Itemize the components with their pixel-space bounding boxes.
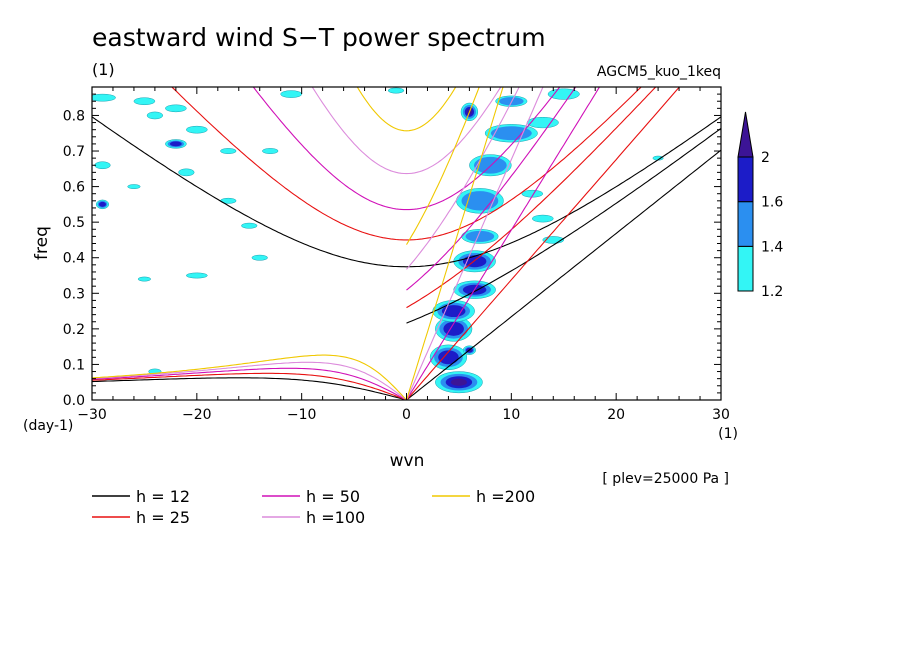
- contour-fills: [92, 87, 664, 394]
- colorbar-segment: [737, 245, 754, 292]
- x-tick-labels: −30 −20 −10 0 10 20 30: [77, 407, 730, 423]
- contour-blob: [127, 184, 141, 189]
- x-tick-label: 0: [402, 407, 411, 423]
- y-tick-label: 0.0: [63, 393, 85, 409]
- y-tick-label: 0.3: [63, 286, 85, 302]
- legend-label: h = 25: [136, 508, 190, 527]
- contour-blob: [92, 93, 116, 102]
- contour-blob: [94, 161, 111, 170]
- dispersion-curve: [92, 372, 407, 400]
- dispersion-curve: [406, 87, 480, 245]
- y-tick-label: 0.2: [63, 322, 85, 338]
- colorbar-label: 2: [761, 150, 770, 166]
- contour-blob: [186, 125, 208, 134]
- contour-blob: [133, 97, 156, 106]
- contour-blob: [474, 156, 507, 174]
- colorbar-segment: [737, 201, 754, 247]
- dispersion-curve: [92, 354, 407, 400]
- x-tick-label: −20: [182, 407, 212, 423]
- dispersion-curve: [171, 87, 642, 241]
- colorbar-arrow: [737, 111, 754, 158]
- contour-blob: [137, 276, 151, 282]
- dispersion-curve: [406, 87, 681, 400]
- legend-label: h =200: [476, 487, 535, 506]
- x-tick-label: −30: [77, 407, 107, 423]
- dispersion-curve: [92, 116, 721, 268]
- y-tick-label: 0.6: [63, 180, 85, 196]
- contour-blob: [241, 222, 258, 229]
- y-tick-label: 0.5: [63, 215, 85, 231]
- contour-blob: [251, 254, 268, 261]
- dispersion-curve: [92, 361, 407, 400]
- contour-blob: [262, 148, 279, 154]
- subtitle-units: (1): [92, 60, 115, 79]
- dispersion-curve: [406, 87, 657, 309]
- contour-blob: [146, 111, 164, 120]
- contour-blob: [98, 201, 107, 207]
- contour-blob: [461, 191, 499, 211]
- dispersion-curves: [92, 87, 721, 400]
- legend: h = 12 h = 25 h = 50 h =100 h =200: [92, 487, 535, 527]
- legend-label: h = 50: [306, 487, 360, 506]
- contour-blob: [280, 90, 302, 98]
- dispersion-curve: [311, 87, 502, 175]
- contour-blob: [165, 104, 187, 113]
- contour-blob: [220, 148, 237, 154]
- plev-annotation: [ plev=25000 Pa ]: [602, 471, 729, 487]
- x-tick-label: −10: [287, 407, 317, 423]
- x-tick-label: 30: [712, 407, 730, 423]
- legend-label: h =100: [306, 508, 365, 527]
- contour-blob: [521, 189, 544, 198]
- chart-title: eastward wind S−T power spectrum: [92, 23, 546, 52]
- colorbar-label: 1.2: [761, 284, 783, 300]
- y-unit-label: (day-1): [23, 418, 73, 434]
- dispersion-curve: [405, 87, 544, 400]
- x-tick-label: 20: [607, 407, 625, 423]
- dispersion-curve: [356, 87, 457, 132]
- colorbar: 1.2 1.4 1.6 2: [737, 111, 783, 300]
- y-axis-label: freq: [32, 226, 52, 260]
- y-tick-labels: 0.0 0.1 0.2 0.3 0.4 0.5 0.6 0.7 0.8: [63, 108, 85, 409]
- contour-blob: [169, 141, 182, 147]
- dispersion-curve: [406, 149, 721, 400]
- contour-blob: [450, 378, 467, 386]
- contour-blob: [387, 87, 405, 94]
- x-unit-label: (1): [718, 426, 738, 442]
- dispersion-curve: [252, 87, 561, 211]
- y-tick-label: 0.7: [63, 144, 85, 160]
- dispersion-curve: [405, 87, 504, 400]
- colorbar-label: 1.4: [761, 239, 783, 255]
- dispersion-curve: [406, 87, 520, 270]
- contour-blob: [186, 272, 208, 279]
- x-tick-label: 10: [502, 407, 520, 423]
- y-tick-label: 0.8: [63, 108, 85, 124]
- colorbar-segment: [737, 156, 754, 203]
- legend-label: h = 12: [136, 487, 190, 506]
- dispersion-curve: [406, 87, 601, 400]
- contour-blob: [465, 230, 495, 242]
- experiment-label: AGCM5_kuo_1keq: [597, 64, 721, 80]
- dispersion-curve: [92, 367, 407, 400]
- dispersion-curve: [406, 127, 721, 324]
- axis-ticks: [91, 86, 722, 401]
- contour-blob: [438, 350, 459, 365]
- colorbar-label: 1.6: [761, 195, 783, 211]
- y-tick-label: 0.4: [63, 251, 85, 267]
- y-tick-label: 0.1: [63, 357, 85, 373]
- contour-blob: [532, 214, 554, 223]
- contour-blob: [547, 88, 580, 100]
- plot-frame: [91, 86, 722, 401]
- x-axis-label: wvn: [390, 451, 425, 471]
- dispersion-curve: [92, 377, 407, 400]
- dispersion-curve: [406, 87, 577, 291]
- contour-blob: [178, 168, 195, 177]
